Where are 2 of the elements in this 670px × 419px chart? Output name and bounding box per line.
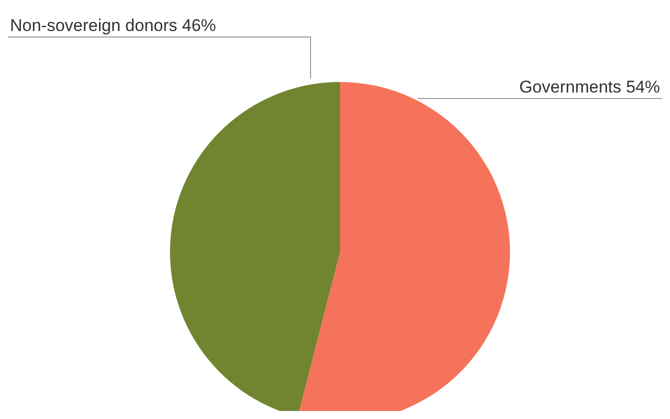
slice-label: Governments 54% bbox=[519, 78, 660, 97]
slice-label: Non-sovereign donors 46% bbox=[10, 16, 216, 35]
